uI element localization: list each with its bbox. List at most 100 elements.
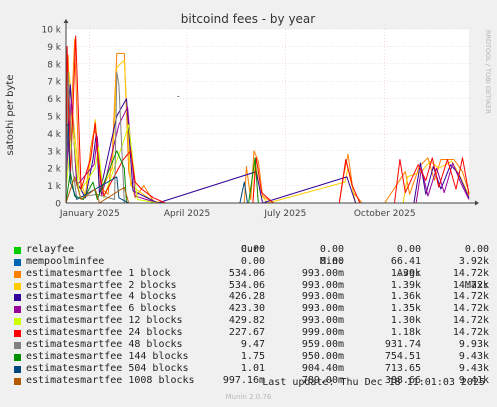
legend-series-name: relayfee [26,243,75,255]
legend-header-cur: Cur: [240,243,265,255]
y-tick-label: 9 k [47,43,62,53]
x-tick-label: April 2025 [164,209,210,219]
series-line [66,124,469,204]
series-line [65,176,469,204]
legend-value-avg: 1.36k [390,291,421,303]
x-tick-label: July 2025 [263,209,306,219]
legend-row: estimatesmartfee 12 blocks 429.82 993.00m 1… [14,315,494,327]
legend-series-name: estimatesmartfee 24 blocks [26,327,183,339]
series-line [65,35,470,204]
series-line [65,98,470,204]
chart-annotation: - [177,92,180,101]
legend-value-cur: 227.67 [228,327,265,339]
legend-value-max: 14.72k [452,279,489,291]
y-tick-label: 0 [55,200,61,210]
legend-series-name: estimatesmartfee 504 blocks [26,362,189,374]
legend-series-name: estimatesmartfee 48 blocks [26,339,183,351]
x-axis-arrow [475,200,479,206]
legend-series-name: estimatesmartfee 144 blocks [26,350,189,362]
legend-value-avg: 931.74 [384,339,421,351]
legend-value-avg: 1.39k [390,267,421,279]
y-tick-label: 4 k [47,130,62,140]
series-line [65,72,469,204]
legend: Cur: Min: Avg: Max: relayfee 0.00 0.00 0.00… [14,232,494,387]
legend-value-min: 904.40m [301,362,344,374]
legend-value-avg: 0.00 [396,243,421,255]
y-axis-label: satoshi per byte [5,74,16,155]
munin-version: Munin 2.0.76 [225,393,272,401]
legend-row: estimatesmartfee 1008 blocks 997.16m 789.0… [14,375,494,387]
legend-value-min: 993.00m [301,291,344,303]
legend-value-min: 950.00m [301,350,344,362]
x-tick-label: January 2025 [59,209,120,219]
axes [63,19,479,206]
legend-value-cur: 0.00 [240,243,265,255]
legend-swatch [14,306,21,314]
legend-value-min: 789.00m [301,374,344,386]
legend-value-max: 3.92k [458,255,489,267]
legend-swatch [14,258,21,266]
legend-value-min: 959.00m [301,339,344,351]
series-line [65,150,469,204]
legend-header: Cur: Min: Avg: Max: [14,232,494,291]
legend-series-name: estimatesmartfee 4 blocks [26,291,177,303]
y-tick-label: 8 k [47,60,62,70]
legend-series-name: estimatesmartfee 2 blocks [26,279,177,291]
legend-value-max: 9.43k [458,362,489,374]
last-update-text: Last update: Thu Dec 18 11:01:03 2025 [262,377,485,388]
legend-value-max: 9.43k [458,350,489,362]
legend-value-avg: 66.41 [390,255,421,267]
x-tick-label: October 2025 [354,209,416,219]
y-tick-label: 7 k [47,78,62,88]
legend-value-min: 0.00 [319,243,344,255]
legend-value-cur: 534.06 [228,267,265,279]
legend-value-cur: 423.30 [228,303,265,315]
legend-value-cur: 426.28 [228,291,265,303]
legend-value-cur: 1.01 [240,362,265,374]
legend-header-min: Min: [319,255,344,267]
legend-series-name: estimatesmartfee 1 block [26,267,171,279]
legend-swatch [14,318,21,326]
legend-header-avg: Avg: [396,267,421,279]
legend-series-name: estimatesmartfee 1008 blocks [26,374,195,386]
legend-value-avg: 754.51 [384,350,421,362]
grid-lines [66,28,469,203]
y-tick-label: 3 k [47,147,62,157]
y-tick-label: 5 k [47,113,62,123]
tick-labels: 0 1 k 2 k 3 k 4 k 5 k 6 k 7 k 8 k 9 k 10 k January … [41,26,415,220]
legend-value-min: 993.00m [301,279,344,291]
legend-value-max: 14.72k [452,303,489,315]
legend-value-cur: 0.00 [240,255,265,267]
legend-value-avg: 713.65 [384,362,421,374]
legend-value-avg: 1.39k [390,279,421,291]
series-line [65,124,469,204]
legend-value-min: 0.00 [319,255,344,267]
legend-series-name: estimatesmartfee 6 blocks [26,303,177,315]
y-tick-label: 10 k [41,26,61,36]
legend-value-max: 9.93k [458,339,489,351]
legend-row: estimatesmartfee 4 blocks 426.28 993.00m 1.… [14,291,494,303]
rrdtool-credit-label: RRDTOOL / TOBI OETIKER [484,30,492,114]
legend-row: estimatesmartfee 504 blocks 1.01 904.40m 71… [14,363,494,375]
legend-swatch [14,270,21,278]
legend-value-min: 993.00m [301,315,344,327]
legend-swatch [14,342,21,350]
legend-swatch [14,246,21,254]
legend-value-max: 14.72k [452,315,489,327]
legend-swatch [14,330,21,338]
legend-value-max: 14.72k [452,291,489,303]
legend-value-min: 993.00m [301,267,344,279]
legend-row: estimatesmartfee 1 block 534.06 993.00m 1.3… [14,268,494,280]
legend-value-min: 999.00m [301,327,344,339]
legend-row: estimatesmartfee 24 blocks 227.67 999.00m 1… [14,327,494,339]
legend-row: estimatesmartfee 6 blocks 423.30 993.00m 1.… [14,303,494,315]
chart-canvas: bitcoind fees - by year satoshi per byte… [5,12,492,220]
legend-value-avg: 388.66 [384,374,421,386]
y-tick-label: 1 k [47,182,62,192]
legend-rows: relayfee 0.00 0.00 0.00 0.00 mempoolminfee 0.0… [14,244,494,387]
legend-value-max: 0.00 [464,243,489,255]
legend-value-max: 9.41k [458,374,489,386]
legend-value-avg: 1.18k [390,327,421,339]
legend-value-cur: 429.82 [228,315,265,327]
annotations: - [177,92,180,101]
